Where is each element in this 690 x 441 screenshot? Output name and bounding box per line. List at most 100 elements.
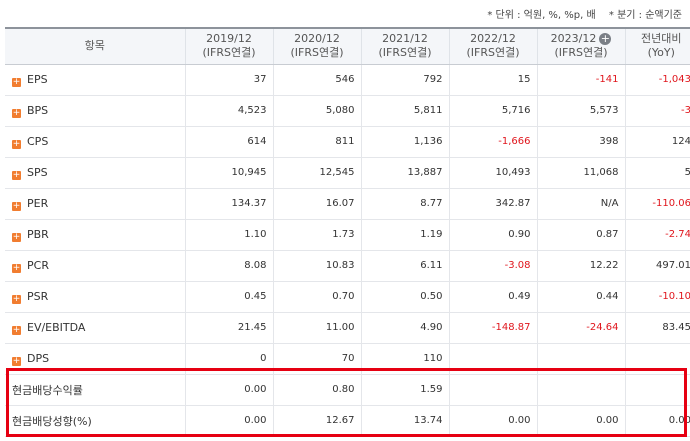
table-row: + EV/EBITDA 21.45 11.00 4.90 -148.87 -24.64 83.… (5, 312, 690, 344)
table-cell: 10,493 (448, 157, 537, 189)
table-cell: 124 (624, 126, 690, 158)
table-cell: 21.45 (184, 312, 273, 344)
table-cell: 4,523 (184, 95, 273, 127)
table-cell (624, 374, 690, 406)
table-cell: 0.00 (536, 405, 625, 437)
row-label: PER (27, 196, 49, 210)
table-cell: 1.73 (272, 219, 361, 251)
table-cell: -148.87 (448, 312, 537, 344)
table-row: + SPS 10,945 12,545 13,887 10,493 11,068 5 (5, 157, 690, 189)
row-label: EV/EBITDA (27, 320, 86, 334)
table-cell: -1,043 (624, 64, 690, 96)
row-label-cell: + PBR (5, 219, 185, 251)
expand-plus-icon[interactable]: + (12, 200, 21, 211)
row-label-cell: + CPS (5, 126, 185, 158)
table-cell: N/A (536, 188, 625, 220)
table-cell: 546 (272, 64, 361, 96)
row-label: SPS (27, 165, 48, 179)
unit-note: * 단위 : 억원, %, %p, 배 (487, 10, 596, 21)
dividend-highlight-box (6, 368, 687, 437)
table-cell: 811 (272, 126, 361, 158)
table-row: + CPS 614 811 1,136 -1,666 398 124 (5, 126, 690, 158)
table-cell: 12,545 (272, 157, 361, 189)
row-label: CPS (27, 134, 49, 148)
table-cell: 5,573 (536, 95, 625, 127)
table-cell: -1,666 (448, 126, 537, 158)
table-cell: 1,136 (360, 126, 449, 158)
expand-plus-icon[interactable]: + (12, 169, 21, 180)
table-cell: 0.50 (360, 281, 449, 313)
table-cell: 10.83 (272, 250, 361, 282)
table-cell: 1.10 (184, 219, 273, 251)
table-header-row: 항목 2019/12 (IFRS연결) 2020/12 (IFRS연결) 2021/… (5, 27, 690, 65)
table-cell: 0.00 (184, 374, 273, 406)
expand-plus-icon[interactable]: + (12, 231, 21, 242)
header-basis: (IFRS연결) (466, 46, 520, 60)
expand-plus-icon[interactable]: + (12, 138, 21, 149)
row-label: EPS (27, 72, 48, 86)
header-yoy-sub: (YoY) (647, 46, 675, 60)
row-label: PCR (27, 258, 49, 272)
table-cell: 8.77 (360, 188, 449, 220)
period-note: * 분기 : 순액기준 (608, 10, 682, 21)
table-cell: -24.64 (536, 312, 625, 344)
header-basis: (IFRS연결) (202, 46, 256, 60)
expand-plus-icon[interactable]: + (12, 324, 21, 335)
header-basis: (IFRS연결) (378, 46, 432, 60)
expand-plus-icon[interactable]: + (12, 355, 21, 366)
table-cell: 4.90 (360, 312, 449, 344)
table-cell: 0.90 (448, 219, 537, 251)
row-label-cell: + SPS (5, 157, 185, 189)
table-row: + PSR 0.45 0.70 0.50 0.49 0.44 -10.10 (5, 281, 690, 313)
row-label: DPS (27, 351, 50, 365)
row-label-cell: + PER (5, 188, 185, 220)
sub-row-label: 현금배당성향(%) (5, 405, 185, 437)
header-year: 2020/12 (IFRS연결) (272, 27, 361, 65)
row-label-cell: + PSR (5, 281, 185, 313)
table-cell: 5,716 (448, 95, 537, 127)
table-cell: 497.01 (624, 250, 690, 282)
table-cell: 83.45 (624, 312, 690, 344)
header-period: 2019/12 (206, 32, 252, 46)
header-period: 2020/12 (294, 32, 340, 46)
table-cell: 37 (184, 64, 273, 96)
table-cell: 0.45 (184, 281, 273, 313)
header-yoy: 전년대비 (YoY) (624, 27, 690, 65)
row-label-cell: + PCR (5, 250, 185, 282)
table-cell: 0.00 (448, 405, 537, 437)
table-cell: 1.59 (360, 374, 449, 406)
row-label: PBR (27, 227, 49, 241)
header-basis: (IFRS연결) (290, 46, 344, 60)
row-label-cell: + EPS (5, 64, 185, 96)
expand-plus-icon[interactable]: + (12, 293, 21, 304)
plus-circle-icon[interactable]: + (599, 32, 612, 46)
row-label-cell: + BPS (5, 95, 185, 127)
table-cell: -3.08 (448, 250, 537, 282)
header-period: 2021/12 (382, 32, 428, 46)
header-period: 2023/12 (550, 32, 597, 46)
table-cell: -141 (536, 64, 625, 96)
unit-notes: * 단위 : 억원, %, %p, 배 * 분기 : 순액기준 (477, 6, 682, 21)
table-cell: 12.67 (272, 405, 361, 437)
header-basis: (IFRS연결) (554, 46, 608, 60)
table-cell: 5,080 (272, 95, 361, 127)
expand-plus-icon[interactable]: + (12, 107, 21, 118)
header-year: 2023/12 + (IFRS연결) (536, 27, 625, 65)
table-cell: 11.00 (272, 312, 361, 344)
table-row: + BPS 4,523 5,080 5,811 5,716 5,573 -3 (5, 95, 690, 127)
table-cell: -10.10 (624, 281, 690, 313)
expand-plus-icon[interactable]: + (12, 262, 21, 273)
table-cell: -110.06 (624, 188, 690, 220)
table-cell: 5,811 (360, 95, 449, 127)
expand-plus-icon[interactable]: + (12, 76, 21, 87)
header-year: 2022/12 (IFRS연결) (448, 27, 537, 65)
financial-ratio-table: 항목 2019/12 (IFRS연결) 2020/12 (IFRS연결) 2021/… (5, 27, 690, 437)
table-cell: 5 (624, 157, 690, 189)
row-label: BPS (27, 103, 49, 117)
table-cell: 13,887 (360, 157, 449, 189)
sub-table-row: 현금배당성향(%) 0.00 12.67 13.74 0.00 0.00 0.00 (5, 405, 690, 437)
sub-row-label: 현금배당수익률 (5, 374, 185, 406)
table-cell: 11,068 (536, 157, 625, 189)
table-cell: 6.11 (360, 250, 449, 282)
table-row: + PBR 1.10 1.73 1.19 0.90 0.87 -2.74 (5, 219, 690, 251)
